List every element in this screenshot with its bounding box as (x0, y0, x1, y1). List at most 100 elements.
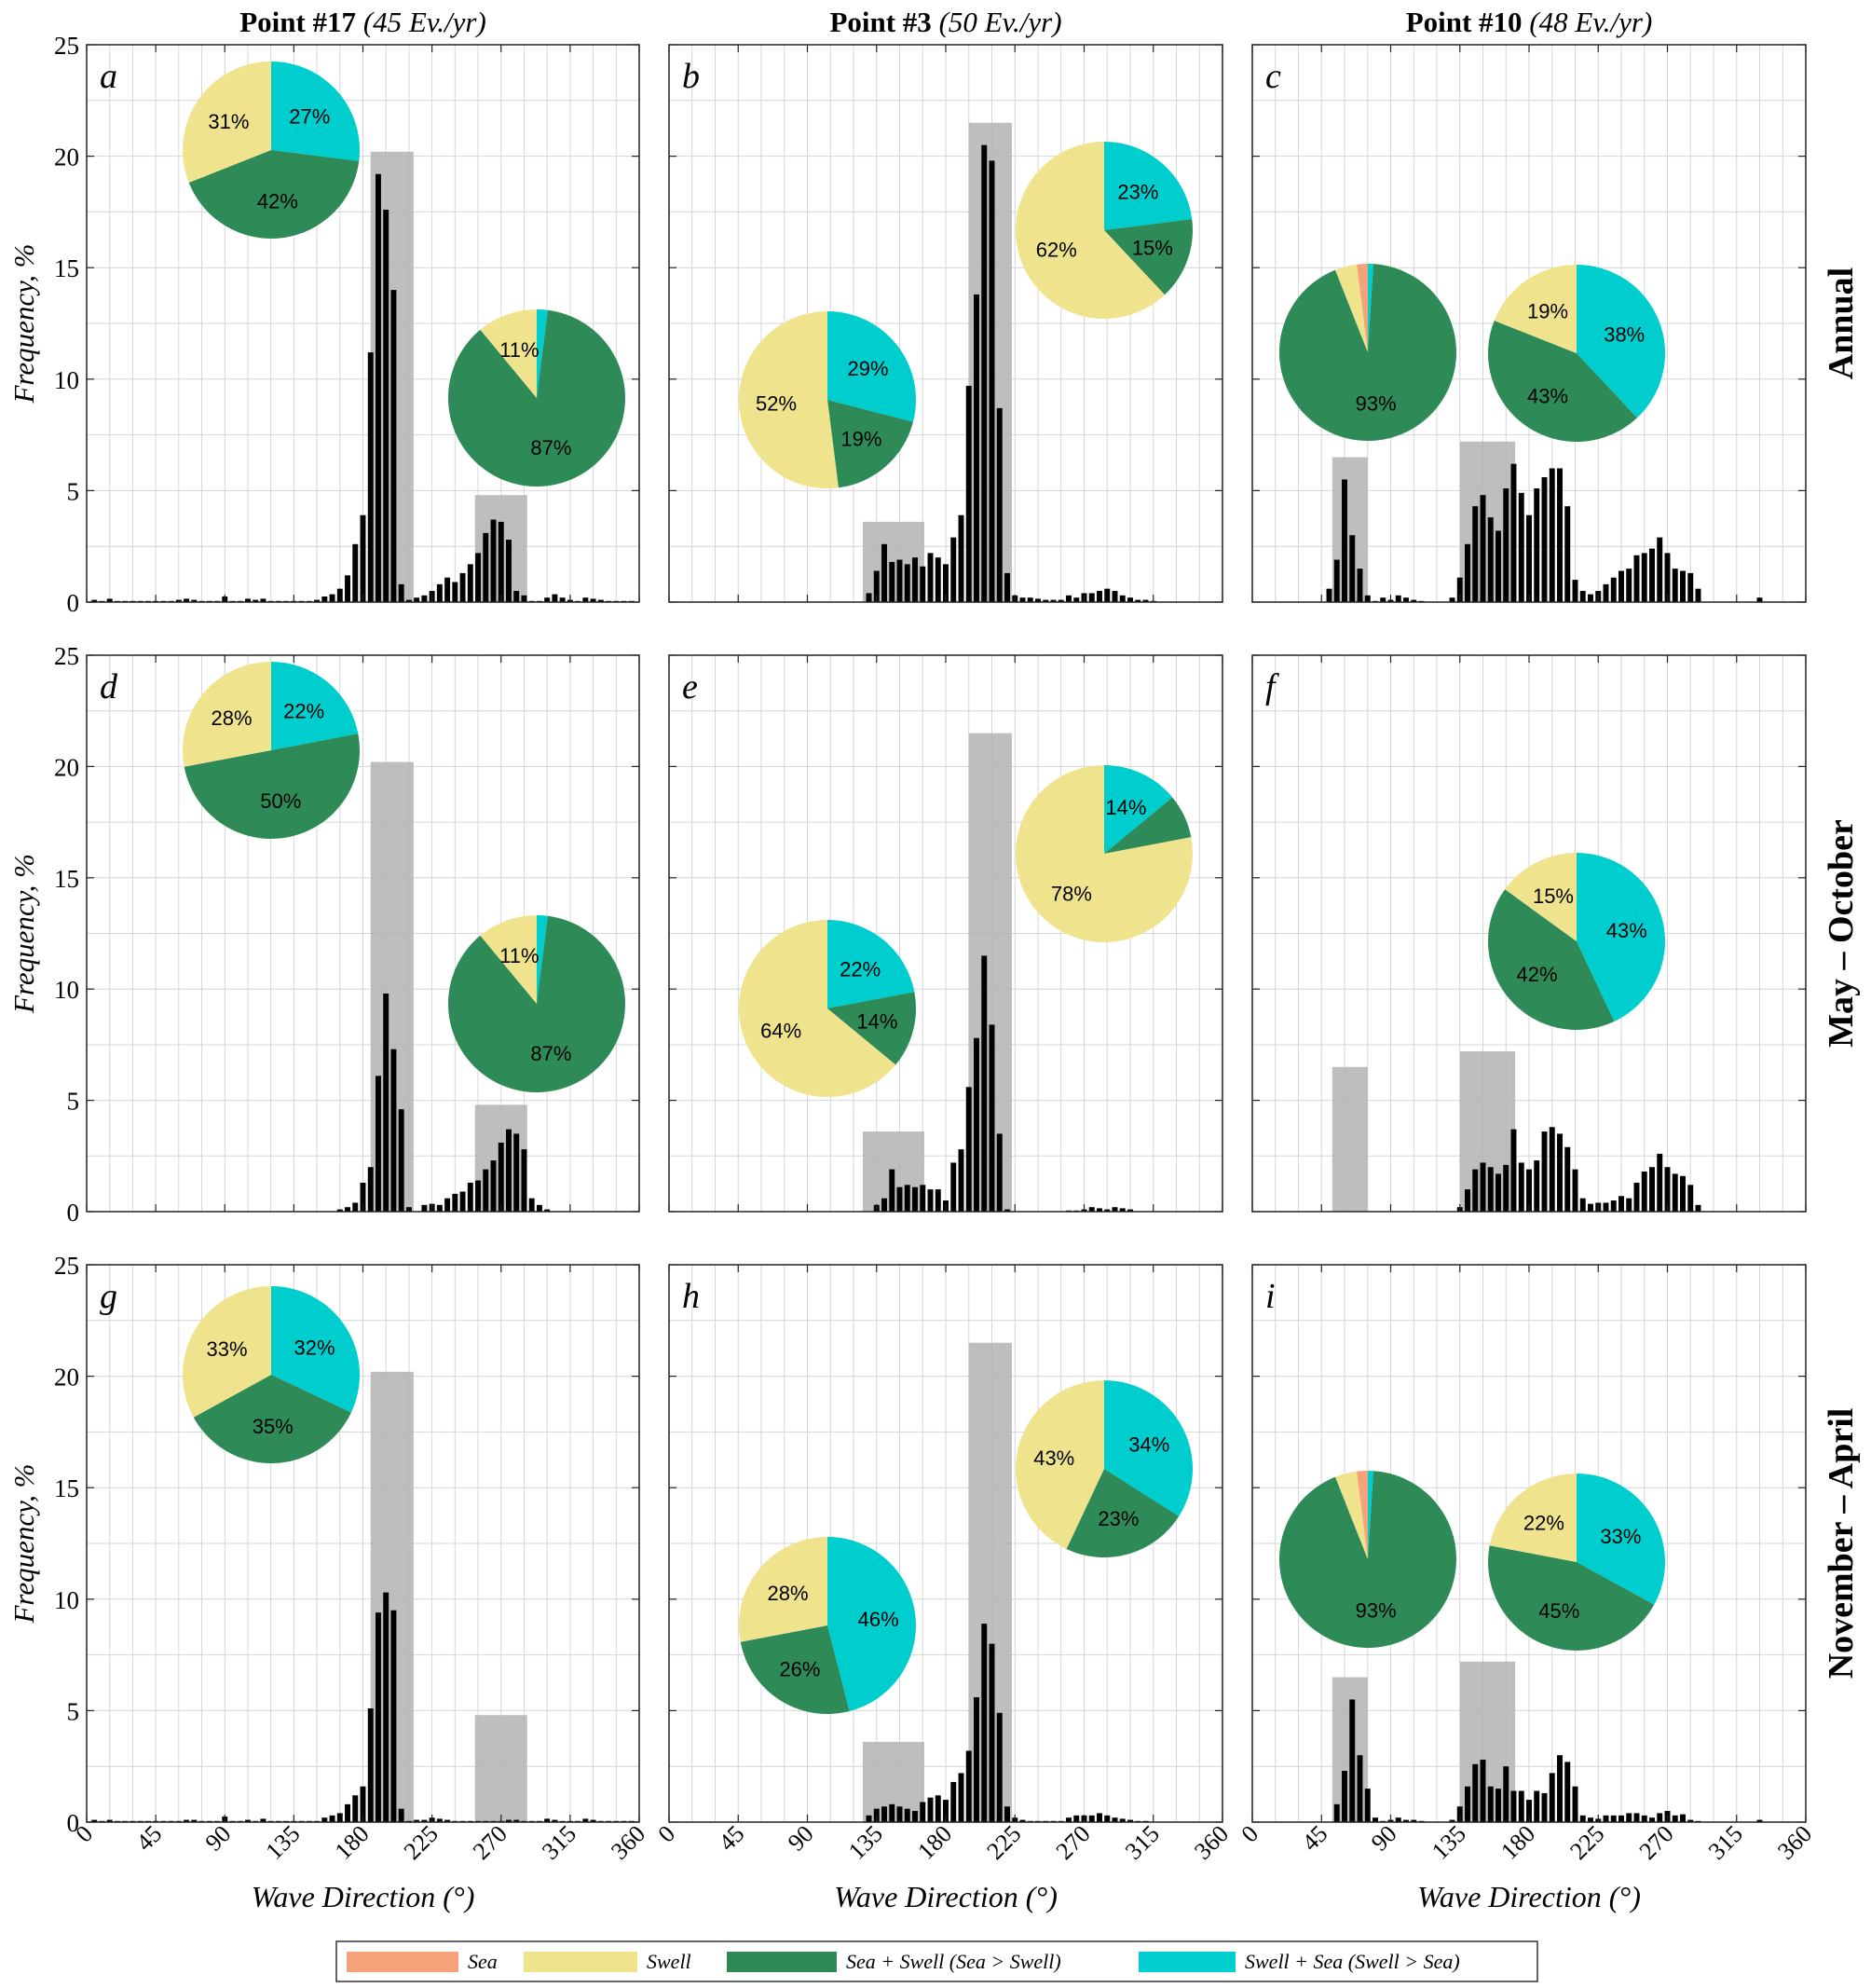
y-tick-label: 15 (54, 1474, 79, 1502)
histogram-bar (352, 1795, 359, 1822)
histogram-bar (920, 1802, 926, 1822)
histogram-bar (244, 1819, 251, 1822)
pie-slice-label: 64% (760, 1019, 801, 1042)
histogram-bar (1756, 1819, 1763, 1822)
pie-slice-label: 15% (1132, 237, 1173, 260)
histogram-bar (1487, 517, 1494, 602)
histogram-bar (191, 1819, 198, 1822)
pie-slice (1066, 1469, 1180, 1557)
histogram-bar (1326, 588, 1332, 602)
histogram-bar (360, 1182, 366, 1212)
histogram-bar (1564, 506, 1571, 602)
histogram-bar (1019, 597, 1026, 602)
panel-letter: f (1265, 667, 1279, 706)
histogram-bar (1687, 572, 1694, 602)
pie-chart: 43% 42% 15% (1488, 853, 1666, 1030)
histogram-bar (1557, 1133, 1563, 1212)
histogram-bar (965, 1087, 972, 1212)
histogram-bar (912, 1186, 918, 1212)
histogram-bar (1465, 543, 1470, 602)
pie-slice (447, 309, 626, 487)
histogram-bar (1641, 553, 1647, 602)
histogram-bar (1526, 1800, 1532, 1822)
histogram-bar (597, 599, 604, 602)
histogram-bar (314, 599, 321, 602)
pie-slice-label: 42% (257, 190, 298, 213)
histogram-bar (1088, 593, 1095, 602)
histogram-bar (367, 352, 374, 602)
x-tick-label: 270 (1051, 1820, 1096, 1865)
histogram-bar (390, 290, 397, 602)
histogram-bar (376, 173, 381, 602)
histogram-bar (1472, 1169, 1479, 1212)
histogram-bar (521, 1149, 527, 1212)
histogram-bar (1549, 1127, 1555, 1212)
histogram-bar (544, 1818, 551, 1822)
histogram-bar (1610, 1200, 1617, 1212)
pie-slice-label: 11% (499, 338, 539, 362)
histogram-bar (996, 407, 1003, 602)
histogram-bar (405, 1207, 412, 1212)
pie-slice (183, 62, 271, 183)
pie-slice-label: 45% (1538, 1599, 1579, 1623)
histogram-bar (1035, 598, 1041, 602)
histogram-bar (398, 583, 404, 602)
pie-slice (271, 62, 360, 161)
pie-slice (1368, 1471, 1373, 1559)
legend-label: Sea (468, 1950, 498, 1973)
histogram-bar (873, 570, 880, 602)
histogram-bar (1472, 1763, 1479, 1822)
histogram-bar (345, 1803, 350, 1822)
histogram-bar (506, 1129, 512, 1212)
histogram-bar (1510, 1129, 1517, 1212)
x-tick-label: 180 (912, 1820, 957, 1865)
histogram-bar (1534, 488, 1540, 602)
x-tick-label: 270 (468, 1820, 512, 1865)
pie-chart: 22% 50% 28% (182, 662, 360, 839)
pie-slice (1104, 1380, 1194, 1516)
column-title-point: Point #3 (829, 6, 931, 38)
histogram-bar (483, 532, 489, 602)
histogram-bar (1541, 1131, 1548, 1212)
histogram-bar (367, 1708, 374, 1822)
pie-chart: 87% 11% (448, 915, 626, 1092)
pie-slice (1488, 321, 1638, 443)
x-tick-label: 45 (130, 1820, 167, 1857)
histogram-bar (1019, 1819, 1026, 1822)
histogram-bar (1649, 548, 1655, 602)
pie-chart: 87% 11% (447, 309, 626, 487)
histogram-bar (1503, 488, 1509, 602)
histogram-bar (506, 1819, 512, 1822)
histogram-bar (1449, 597, 1455, 602)
panel-letter: c (1265, 57, 1281, 96)
y-tick-label: 10 (54, 976, 79, 1004)
histogram-bar (981, 1624, 988, 1822)
histogram-bar (459, 1191, 466, 1212)
histogram-bar (405, 599, 412, 602)
histogram-bar (1127, 1819, 1133, 1822)
x-tick-label: 315 (1703, 1820, 1748, 1865)
histogram-bar (889, 561, 895, 602)
histogram-bar (1657, 537, 1663, 602)
x-tick-label: 135 (1427, 1820, 1471, 1865)
histogram-bar (414, 597, 420, 602)
histogram-bar (398, 1808, 404, 1822)
pie-slice (1577, 853, 1666, 1021)
histogram-bar (1411, 599, 1417, 602)
histogram-bar (1395, 595, 1401, 602)
histogram-bar (421, 1204, 428, 1212)
panel-c: c 93% 38% 43% 19% (1251, 44, 1807, 603)
pie-slice (1104, 797, 1192, 854)
y-tick-label: 20 (54, 753, 79, 781)
histogram-bar (106, 598, 113, 602)
histogram-bar (184, 1819, 190, 1822)
x-tick-label: 315 (537, 1820, 581, 1865)
row-label: November – April (1822, 1408, 1861, 1680)
histogram-bar (1112, 591, 1118, 602)
x-axis-label: Wave Direction (°) (1417, 1880, 1641, 1913)
histogram-bar (490, 1160, 497, 1212)
histogram-bar (1503, 1164, 1509, 1212)
legend-swatch (1139, 1952, 1236, 1972)
y-tick-label: 10 (54, 1586, 79, 1614)
histogram-bar (376, 1612, 381, 1822)
